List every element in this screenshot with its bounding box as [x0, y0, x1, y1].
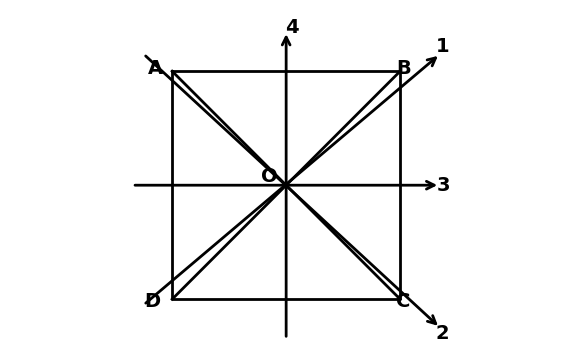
Text: D: D	[144, 292, 161, 311]
Text: B: B	[396, 59, 411, 78]
Text: 2: 2	[436, 324, 449, 343]
Text: A: A	[147, 59, 162, 78]
Text: C: C	[397, 292, 411, 311]
Text: 3: 3	[437, 176, 450, 195]
Text: 1: 1	[436, 37, 449, 56]
Text: 4: 4	[285, 18, 299, 37]
Text: O: O	[261, 167, 277, 186]
